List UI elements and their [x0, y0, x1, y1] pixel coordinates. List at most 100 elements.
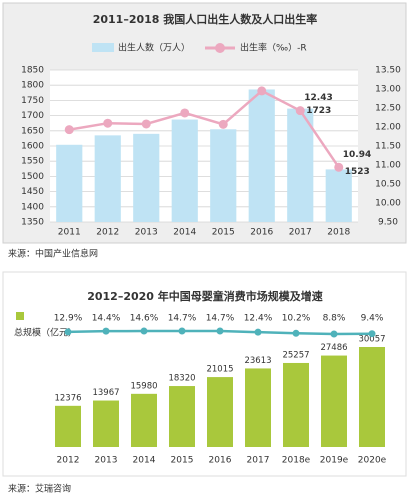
chart-title: 2012–2020 年中国母婴童消费市场规模及增速: [87, 289, 323, 303]
data-label: 30057: [358, 335, 385, 345]
data-label: 12376: [54, 393, 81, 403]
source: 来源：中国产业信息网: [8, 248, 98, 260]
data-label: 1723: [306, 106, 331, 116]
data-label: 12.4%: [244, 314, 273, 324]
marker: [102, 327, 110, 335]
marker: [178, 327, 186, 335]
data-label: 10.2%: [282, 314, 311, 324]
data-label: 14.4%: [92, 314, 121, 324]
bar: [94, 135, 121, 222]
x-tick-label: 2014: [133, 456, 156, 466]
bar: [131, 393, 157, 447]
bar: [93, 400, 119, 447]
bar: [245, 368, 271, 447]
x-tick-label: 2020e: [358, 456, 387, 466]
marker: [141, 119, 151, 129]
x-tick-label: 2012: [96, 228, 119, 238]
data-label: 14.6%: [130, 314, 159, 324]
marker: [254, 328, 262, 336]
legend-swatch: [92, 43, 114, 52]
y-tick-label: 1650: [21, 126, 44, 136]
data-label: 14.7%: [168, 314, 197, 324]
bar: [325, 169, 352, 222]
x-tick-label: 2015: [171, 456, 194, 466]
y-tick-label: 1400: [21, 202, 44, 212]
y2-tick-label: 12.50: [375, 104, 401, 114]
y-tick-label: 1700: [21, 111, 44, 121]
marker: [292, 329, 300, 337]
marker: [180, 108, 190, 118]
data-label: 18320: [168, 374, 195, 384]
bar: [210, 129, 237, 222]
data-label: 21015: [206, 365, 233, 375]
bar: [287, 108, 314, 222]
bar: [55, 405, 81, 447]
y2-tick-label: 10.50: [375, 180, 401, 190]
data-label: 15980: [130, 381, 157, 391]
marker: [64, 328, 72, 336]
marker: [334, 162, 344, 172]
marker: [140, 327, 148, 335]
data-label: 13967: [92, 388, 119, 398]
y2-tick-label: 11.00: [375, 161, 401, 171]
chart-title: 2011–2018 我国人口出生人数及人口出生率: [93, 12, 318, 26]
y2-tick-label: 11.50: [375, 142, 401, 152]
legend-swatch: [215, 43, 225, 53]
y2-tick-label: 10.00: [375, 199, 401, 209]
bar: [169, 386, 195, 447]
y-tick-label: 1500: [21, 172, 44, 182]
bar: [171, 119, 198, 222]
marker: [368, 330, 376, 338]
bar: [321, 355, 347, 447]
bar: [56, 144, 83, 222]
marker: [295, 106, 305, 116]
legend-label: 出生率（‰）-R: [240, 42, 307, 54]
legend-label: 总规模（亿元）: [14, 327, 77, 339]
y2-tick-label: 9.50: [378, 218, 398, 228]
bar: [359, 347, 385, 447]
source: 来源：艾瑞咨询: [8, 483, 71, 495]
x-tick-label: 2011: [58, 228, 81, 238]
y2-tick-label: 13.50: [375, 66, 401, 76]
data-label: 1523: [345, 167, 370, 177]
x-tick-label: 2016: [250, 228, 273, 238]
marker: [64, 125, 74, 135]
y-tick-label: 1850: [21, 66, 44, 76]
x-tick-label: 2017: [247, 456, 270, 466]
x-tick-label: 2014: [173, 228, 196, 238]
data-label: 8.8%: [323, 314, 346, 324]
x-tick-label: 2018: [327, 228, 350, 238]
data-label: 12.9%: [54, 314, 83, 324]
x-tick-label: 2013: [95, 456, 118, 466]
legend-label: 出生人数（万人）: [118, 42, 190, 54]
bar: [283, 362, 309, 447]
x-tick-label: 2019e: [320, 456, 349, 466]
data-label: 10.94: [343, 150, 371, 160]
x-tick-label: 2016: [209, 456, 232, 466]
data-label: 14.7%: [206, 314, 235, 324]
marker: [103, 118, 113, 128]
marker: [330, 330, 338, 338]
x-tick-label: 2017: [289, 228, 312, 238]
data-label: 25257: [282, 350, 309, 360]
marker: [218, 119, 228, 129]
bar: [207, 377, 233, 447]
x-tick-label: 2013: [135, 228, 158, 238]
marker: [257, 86, 267, 96]
bar: [248, 89, 275, 223]
data-label: 27486: [320, 343, 347, 353]
legend-swatch: [16, 312, 24, 320]
x-tick-label: 2015: [212, 228, 235, 238]
data-label: 12.43: [304, 93, 332, 103]
x-tick-label: 2018e: [282, 456, 311, 466]
data-label: 23613: [244, 356, 271, 366]
y-tick-label: 1350: [21, 218, 44, 228]
data-label: 9.4%: [361, 314, 384, 324]
line: [69, 89, 340, 168]
marker: [216, 327, 224, 335]
y2-tick-label: 13.00: [375, 85, 401, 95]
x-tick-label: 2012: [57, 456, 80, 466]
y2-tick-label: 12.00: [375, 123, 401, 133]
y-tick-label: 1450: [21, 187, 44, 197]
